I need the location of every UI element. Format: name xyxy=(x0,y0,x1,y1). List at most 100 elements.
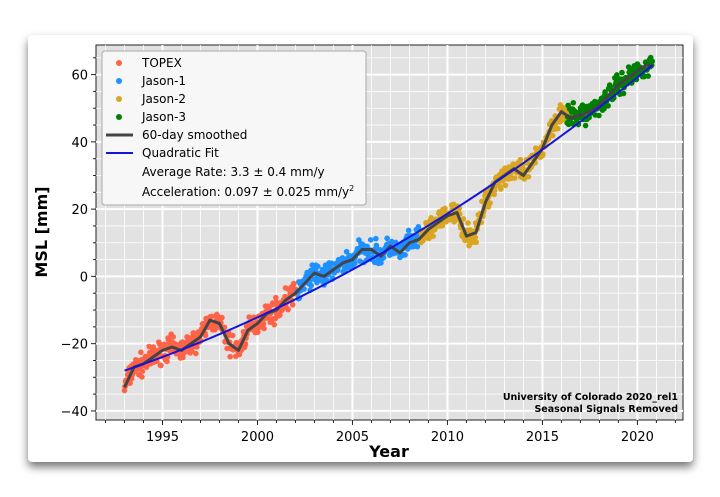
data-point-jason-2 xyxy=(439,222,446,229)
legend-label-jason3: Jason-3 xyxy=(141,110,186,124)
data-point-jason-3 xyxy=(601,105,607,112)
legend-marker-topex xyxy=(116,60,122,66)
data-point-jason-2 xyxy=(549,132,556,139)
data-point-jason-1 xyxy=(352,260,358,267)
data-point-topex xyxy=(227,353,233,360)
data-point-topex xyxy=(277,312,283,318)
data-point-jason-1 xyxy=(308,282,315,289)
data-point-jason-3 xyxy=(596,112,602,119)
legend-marker-jason2 xyxy=(116,96,122,102)
data-point-topex xyxy=(271,321,278,328)
data-point-topex xyxy=(188,348,195,354)
legend-label-jason2: Jason-2 xyxy=(141,92,186,106)
data-point-jason-2 xyxy=(502,182,509,189)
data-point-topex xyxy=(190,330,197,337)
data-point-jason-2 xyxy=(451,218,457,225)
data-point-jason-2 xyxy=(517,156,524,163)
data-point-jason-2 xyxy=(554,125,561,132)
data-point-jason-1 xyxy=(373,235,379,242)
data-point-topex xyxy=(170,334,177,340)
y-tick-label: −40 xyxy=(61,405,88,420)
data-point-jason-2 xyxy=(487,200,493,206)
data-point-topex xyxy=(285,306,291,313)
data-point-jason-1 xyxy=(367,237,374,243)
acceleration-value: Acceleration: 0.097 ± 0.025 mm/y xyxy=(142,185,349,199)
data-point-jason-3 xyxy=(582,122,589,129)
acceleration-superscript: 2 xyxy=(349,184,354,193)
x-tick-label: 2010 xyxy=(431,430,464,445)
quadratic-fit-line xyxy=(124,64,654,372)
x-tick-label: 2000 xyxy=(241,430,274,445)
data-point-jason-3 xyxy=(620,90,627,97)
data-point-topex xyxy=(290,280,297,287)
data-point-jason-3 xyxy=(645,73,651,79)
data-point-jason-3 xyxy=(614,72,620,78)
data-point-topex xyxy=(255,329,261,335)
acceleration-text: Acceleration: 0.097 ± 0.025 mm/y2 xyxy=(142,184,354,199)
credit-line-2: Seasonal Signals Removed xyxy=(534,404,678,415)
x-tick-label: 2015 xyxy=(526,430,559,445)
data-point-jason-2 xyxy=(430,233,436,239)
data-point-topex xyxy=(242,341,249,347)
legend-label-jason1: Jason-1 xyxy=(141,74,186,88)
data-point-topex xyxy=(158,362,164,369)
data-point-jason-3 xyxy=(619,69,625,76)
data-point-jason-3 xyxy=(570,99,577,106)
credit-line-1: University of Colorado 2020_rel1 xyxy=(503,392,678,403)
x-tick-label: 2020 xyxy=(621,430,654,445)
legend-marker-jason1 xyxy=(116,78,122,84)
y-tick-label: 40 xyxy=(71,136,88,151)
y-tick-label: 0 xyxy=(80,270,88,285)
data-point-jason-1 xyxy=(414,243,421,250)
data-point-jason-2 xyxy=(426,235,432,242)
data-point-jason-2 xyxy=(525,173,532,180)
data-point-topex xyxy=(219,314,225,321)
data-point-jason-2 xyxy=(442,205,448,212)
data-point-jason-2 xyxy=(540,151,546,157)
data-point-topex xyxy=(192,350,199,357)
data-point-topex xyxy=(289,301,296,308)
data-point-jason-2 xyxy=(472,234,479,241)
y-tick-label: −20 xyxy=(61,338,88,353)
legend: TOPEX Jason-1 Jason-2 Jason-3 60-day smo… xyxy=(101,50,367,206)
data-point-topex xyxy=(202,332,209,339)
data-point-topex xyxy=(139,368,146,375)
data-point-jason-2 xyxy=(479,198,485,205)
data-point-jason-1 xyxy=(405,227,412,234)
data-point-jason-3 xyxy=(605,103,611,109)
data-point-topex xyxy=(246,314,252,320)
data-point-jason-3 xyxy=(649,58,656,65)
x-axis-label: Year xyxy=(368,442,409,461)
data-point-jason-1 xyxy=(343,248,350,255)
data-point-topex xyxy=(180,354,186,361)
legend-label-topex: TOPEX xyxy=(141,56,182,70)
x-tick-label: 2005 xyxy=(336,430,369,445)
data-point-topex xyxy=(261,325,267,332)
data-point-jason-2 xyxy=(466,242,472,249)
data-point-topex xyxy=(273,294,279,301)
data-point-jason-1 xyxy=(402,252,408,258)
data-point-jason-3 xyxy=(641,73,647,80)
data-point-jason-1 xyxy=(384,235,390,242)
data-point-topex xyxy=(208,313,215,320)
smoothed-line xyxy=(123,63,654,389)
data-point-topex xyxy=(229,332,236,339)
data-point-jason-2 xyxy=(465,220,471,226)
data-point-topex xyxy=(139,374,145,380)
data-point-jason-2 xyxy=(473,239,480,246)
legend-label-smoothed: 60-day smoothed xyxy=(142,128,247,142)
data-point-topex xyxy=(260,321,267,327)
data-point-jason-2 xyxy=(428,214,434,221)
y-tick-label: 20 xyxy=(71,203,88,218)
data-point-topex xyxy=(150,344,157,350)
data-point-jason-2 xyxy=(460,216,467,222)
data-point-jason-2 xyxy=(498,186,504,192)
data-point-jason-2 xyxy=(511,175,518,181)
average-rate-text: Average Rate: 3.3 ± 0.4 mm/y xyxy=(142,165,325,179)
data-point-jason-1 xyxy=(315,263,321,270)
x-tick-label: 1995 xyxy=(146,430,179,445)
legend-marker-jason3 xyxy=(116,114,122,120)
y-tick-label: 60 xyxy=(71,69,88,84)
legend-label-fit: Quadratic Fit xyxy=(142,146,219,160)
